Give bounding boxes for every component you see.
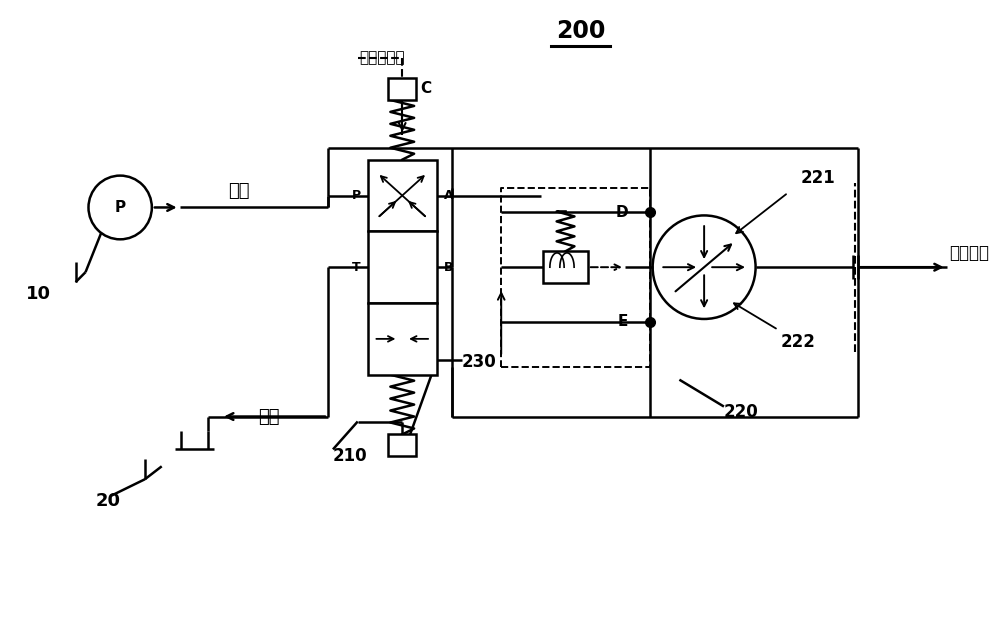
Text: P: P — [352, 189, 361, 202]
Bar — [368, 160, 437, 231]
Text: 230: 230 — [462, 353, 496, 371]
Text: 210: 210 — [333, 447, 368, 465]
Text: 回油: 回油 — [258, 409, 279, 427]
Text: P: P — [115, 200, 126, 215]
Bar — [388, 78, 416, 100]
Text: D: D — [615, 205, 628, 220]
Bar — [388, 434, 416, 457]
Bar — [543, 251, 588, 283]
Text: 20: 20 — [95, 492, 120, 510]
Text: C: C — [420, 81, 431, 96]
Text: T: T — [352, 261, 361, 274]
Text: B: B — [444, 261, 453, 274]
Text: 驱动舱门: 驱动舱门 — [950, 244, 990, 262]
Text: 220: 220 — [724, 402, 759, 420]
Text: 222: 222 — [781, 333, 816, 351]
Text: 200: 200 — [556, 19, 605, 44]
Text: －控制指令: －控制指令 — [360, 50, 405, 66]
Text: E: E — [618, 315, 628, 330]
Text: 221: 221 — [801, 169, 835, 187]
Text: 供油: 供油 — [228, 182, 250, 200]
Text: A: A — [444, 189, 453, 202]
Text: 10: 10 — [26, 285, 51, 303]
Bar — [368, 303, 437, 374]
Bar — [368, 231, 437, 303]
